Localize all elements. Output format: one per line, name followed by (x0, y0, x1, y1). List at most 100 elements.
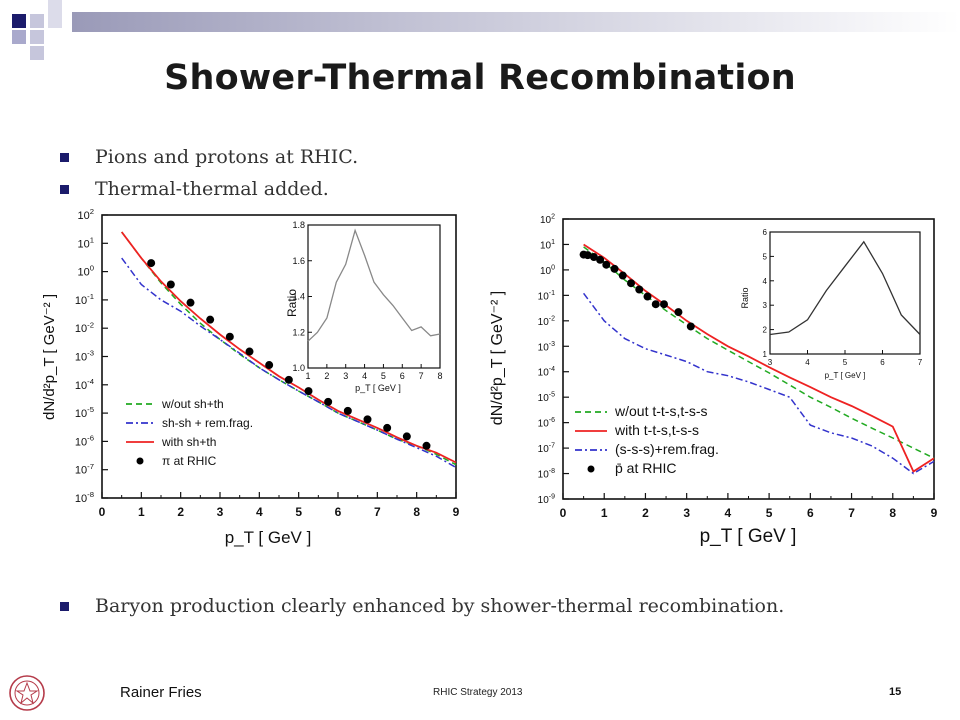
inset-y-tick-label: 1.4 (292, 292, 305, 302)
inset-y-tick-label: 1.6 (292, 256, 305, 266)
data-point (635, 285, 644, 294)
x-tick-label: 1 (601, 506, 608, 520)
y-tick-label: 100 (77, 264, 94, 279)
x-tick-label: 8 (413, 505, 420, 519)
bullet-square-icon (60, 152, 69, 162)
corner-squares-decoration (12, 0, 62, 60)
x-tick-label: 7 (374, 505, 381, 519)
slide-title: Shower-Thermal Recombination (164, 58, 796, 98)
y-tick-label: 10-6 (538, 417, 555, 430)
x-tick-label: 3 (683, 506, 690, 520)
bullet-square-icon (60, 601, 69, 611)
y-tick-label: 102 (540, 214, 555, 227)
inset-y-tick-label: 1 (763, 350, 768, 359)
inset-x-tick-label: 3 (343, 371, 348, 381)
x-tick-label: 4 (725, 506, 732, 520)
inset-x-tick-label: 7 (419, 371, 424, 381)
inset-x-label: p_T [ GeV ] (355, 383, 401, 393)
bullet-square-icon (60, 184, 69, 194)
y-tick-label: 100 (540, 264, 555, 277)
legend-label: with sh+th (161, 435, 216, 449)
x-tick-label: 6 (335, 505, 342, 519)
square-light-4 (48, 0, 62, 14)
data-point (324, 397, 333, 406)
legend-label: w/out t-t-s,t-s-s (614, 403, 708, 419)
legend-marker (136, 457, 144, 465)
legend-label: with t-t-s,t-s-s (614, 422, 699, 438)
data-point (422, 441, 431, 450)
series-line (121, 257, 457, 469)
x-tick-label: 2 (642, 506, 649, 520)
y-tick-label: 10-9 (538, 494, 555, 507)
inset-y-tick-label: 2 (763, 326, 768, 335)
page-number: 15 (889, 686, 902, 698)
y-tick-label: 10-5 (75, 405, 94, 420)
square-light-3 (30, 30, 44, 44)
y-tick-label: 10-5 (538, 392, 555, 405)
inset-x-tick-label: 4 (805, 358, 810, 367)
y-tick-label: 10-1 (538, 290, 555, 303)
y-tick-label: 101 (540, 239, 555, 252)
y-tick-label: 10-6 (75, 433, 94, 448)
y-tick-label: 10-3 (75, 349, 94, 364)
legend-marker (587, 465, 595, 473)
inset-x-tick-label: 4 (362, 371, 367, 381)
data-point (602, 260, 611, 269)
y-tick-label: 10-7 (538, 443, 555, 456)
pion-spectrum-chart: 0 1 2 3 4 5 6 7 8 9 102 101 100 10-1 10-2 10-3 10-4 10-5… (38, 203, 468, 555)
square-light-5 (48, 14, 62, 28)
data-point (583, 251, 592, 260)
x-tick-label: 5 (766, 506, 773, 520)
square-dark-1 (12, 14, 26, 28)
inset-x-tick-label: 5 (381, 371, 386, 381)
x-tick-label: 0 (560, 506, 567, 520)
y-axis-label: dN/d²p_T [ GeV⁻² ] (489, 291, 506, 425)
inset-y-tick-label: 6 (763, 228, 768, 237)
inset-x-tick-label: 2 (324, 371, 329, 381)
legend-label: w/out sh+th (161, 397, 224, 411)
bullet-item: Thermal-thermal added. (60, 178, 329, 200)
inset-y-tick-label: 3 (763, 301, 768, 310)
series-line (583, 246, 935, 459)
x-tick-label: 9 (453, 505, 460, 519)
inset-y-tick-label: 5 (763, 252, 768, 261)
x-tick-label: 1 (138, 505, 145, 519)
x-axis-label: p_T [ GeV ] (225, 528, 312, 547)
data-point (245, 347, 254, 356)
data-point (651, 300, 660, 309)
x-tick-label: 8 (889, 506, 896, 520)
y-tick-label: 10-2 (538, 315, 555, 328)
inset-x-tick-label: 6 (880, 358, 885, 367)
data-point (166, 280, 175, 289)
data-point (402, 432, 411, 441)
legend-label: sh-sh + rem.frag. (162, 416, 253, 430)
data-point (589, 253, 598, 262)
square-light-6 (30, 46, 44, 60)
y-tick-label: 10-8 (75, 490, 94, 505)
y-tick-label: 10-8 (538, 468, 555, 481)
data-point (186, 298, 195, 307)
inset-x-label: p_T [ GeV ] (825, 371, 866, 380)
data-point (674, 308, 683, 317)
data-point (225, 332, 234, 341)
bullet-text: Baryon production clearly enhanced by sh… (95, 595, 785, 617)
inset-y-label: Ratio (285, 289, 299, 317)
data-point (265, 361, 274, 370)
data-point (383, 423, 392, 432)
y-tick-label: 10-3 (538, 341, 555, 354)
inset-frame (307, 224, 441, 369)
inset-y-tick-label: 1.8 (292, 220, 305, 230)
data-point (627, 279, 636, 288)
y-tick-label: 10-4 (538, 366, 555, 379)
legend-label: π at RHIC (162, 454, 217, 468)
bullet-item: Pions and protons at RHIC. (60, 146, 358, 168)
bullet-item: Baryon production clearly enhanced by sh… (60, 595, 784, 617)
data-point (686, 322, 695, 331)
inset-ratio-line (769, 240, 921, 336)
data-point (659, 300, 668, 309)
inset-x-tick-label: 5 (843, 358, 848, 367)
data-point (363, 415, 372, 424)
series-line (582, 292, 935, 475)
inset-ratio-line (307, 228, 441, 342)
inset-x-tick-label: 7 (918, 358, 923, 367)
